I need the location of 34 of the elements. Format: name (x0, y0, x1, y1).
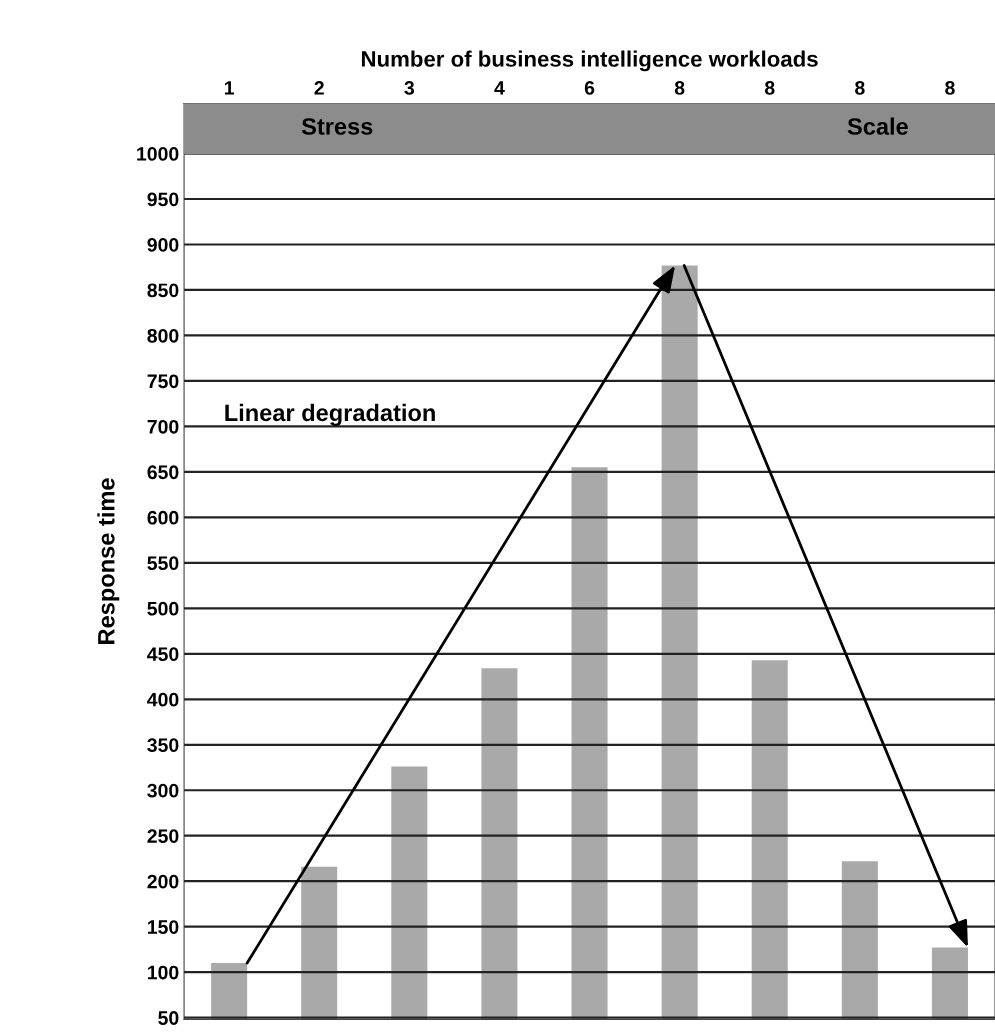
x-tick-label: 2 (314, 81, 324, 95)
x-tick-label: 4 (494, 81, 505, 95)
y-tick-label: 200 (147, 874, 179, 889)
y-tick-label: 550 (147, 556, 179, 571)
y-tick-label: 700 (147, 419, 179, 434)
y-tick-label: 350 (147, 738, 179, 753)
y-axis-title: Response time (97, 478, 120, 644)
y-tick-label: 400 (147, 692, 179, 707)
y-tick-label: 850 (147, 283, 179, 298)
x-tick-label: 1 (224, 81, 234, 95)
y-tick-label: 300 (147, 783, 179, 798)
x-axis-title: Number of business intelligence workloads (361, 50, 818, 72)
x-tick-label: 8 (945, 81, 955, 95)
y-tick-label: 450 (147, 647, 179, 662)
y-tick-label: 100 (148, 965, 179, 980)
annotation: Linear degradation (225, 403, 435, 426)
y-tick-label: 500 (147, 601, 179, 616)
y-tick-label: 650 (147, 465, 179, 480)
y-tick-label: 800 (147, 328, 179, 343)
x-tick-label: 3 (404, 81, 415, 95)
annotation: Stress (301, 118, 373, 135)
y-tick-label: 150 (148, 920, 179, 934)
y-tick-label: 900 (147, 237, 179, 252)
y-tick-label: 600 (147, 510, 179, 525)
x-tick-label: 6 (584, 81, 595, 95)
y-tick-label: 50 (158, 1011, 179, 1025)
y-tick-label: 1000 (137, 147, 179, 161)
x-tick-label: 8 (855, 81, 865, 95)
y-tick-label: 950 (147, 192, 179, 207)
y-tick-label: 250 (147, 829, 179, 843)
annotation: Scale (847, 117, 908, 135)
x-tick-label: 8 (764, 81, 775, 95)
y-tick-label: 750 (147, 374, 179, 389)
x-tick-label: 8 (674, 81, 685, 95)
